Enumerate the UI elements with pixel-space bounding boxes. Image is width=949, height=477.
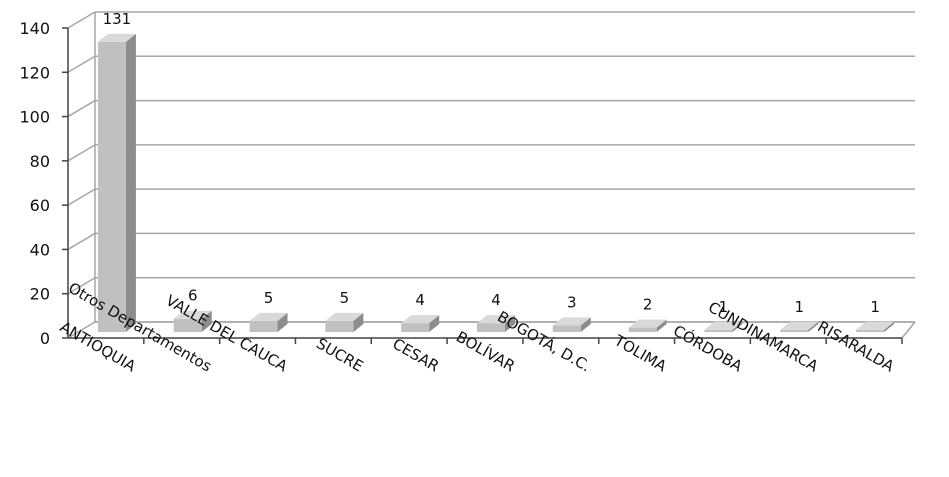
data-label: 6 [188, 287, 198, 305]
bar-front [173, 318, 202, 332]
y-tick-label: 100 [19, 108, 50, 127]
gridline-depth [67, 232, 96, 251]
gridline-depth [67, 11, 96, 29]
bar-top [856, 321, 895, 330]
bar-front [628, 327, 657, 332]
y-tick-label: 140 [19, 19, 50, 38]
y-axis-ticks: 0 20 40 60 80 100 120 140 [19, 19, 903, 348]
bar-front [401, 323, 430, 332]
data-label: 131 [103, 10, 132, 28]
bar-top [97, 33, 136, 42]
bar-side [580, 317, 591, 332]
bar-front [97, 41, 126, 333]
category-label: CESAR [390, 335, 443, 376]
bar-top [477, 315, 515, 324]
bar [325, 312, 364, 332]
bar-front [552, 325, 581, 332]
bar-front [856, 329, 885, 332]
bar [477, 315, 515, 332]
bar-top [704, 321, 743, 330]
bar-front [325, 320, 354, 332]
bar-front [780, 329, 809, 332]
bar-side [277, 312, 288, 332]
data-label: 1 [794, 298, 804, 316]
y-tick-label: 40 [30, 240, 50, 259]
bar [401, 315, 440, 332]
data-label: 1 [870, 298, 880, 316]
bar-front [477, 323, 505, 332]
bar-top [401, 315, 440, 324]
data-label: 5 [264, 289, 274, 307]
bar [249, 312, 288, 332]
category-label: BOLÍVAR [453, 327, 518, 376]
bar-top [552, 317, 591, 326]
y-tick-label: 0 [40, 329, 50, 348]
data-label: 3 [567, 293, 577, 311]
gridline-depth [67, 188, 96, 206]
gridline-depth [67, 55, 96, 73]
bar-top [249, 312, 288, 321]
bar-side [505, 315, 515, 332]
gridline-depth [67, 99, 96, 118]
bar [97, 33, 136, 333]
data-label: 1 [719, 298, 729, 316]
bar-side [808, 321, 819, 332]
bar-side [884, 321, 895, 332]
bar [856, 321, 895, 332]
data-label: 4 [415, 291, 425, 309]
y-tick-label: 20 [30, 285, 50, 304]
y-tick-label: 120 [19, 63, 50, 82]
bar-top [780, 321, 819, 330]
gridline-depth [67, 321, 96, 339]
bar-side [125, 33, 136, 333]
bar-side [353, 312, 364, 332]
category-label: SUCRE [313, 334, 366, 375]
gridline-depth [67, 277, 96, 295]
bar-side [201, 310, 212, 332]
bar [552, 317, 591, 332]
gridline-depth [67, 144, 96, 162]
bar-top [325, 312, 364, 321]
data-label: 5 [340, 289, 350, 307]
bar-top [628, 319, 667, 328]
bar [628, 319, 667, 332]
data-labels: 131 6 5 5 4 4 3 2 1 1 1 [103, 10, 880, 316]
bar-front [704, 329, 733, 332]
data-label: 2 [643, 296, 653, 314]
bar-side [429, 315, 440, 332]
bar-side [656, 319, 667, 332]
bar [704, 321, 743, 332]
bar [173, 310, 212, 332]
y-tick-label: 80 [30, 152, 50, 171]
bar-front [249, 320, 278, 332]
gridlines [67, 11, 915, 339]
bar-side [732, 321, 743, 332]
bars [97, 33, 895, 333]
floor-right-edge [901, 321, 916, 339]
bar [780, 321, 819, 332]
data-label: 4 [491, 291, 501, 309]
y-tick-label: 60 [30, 196, 50, 215]
bar-top [173, 310, 212, 319]
